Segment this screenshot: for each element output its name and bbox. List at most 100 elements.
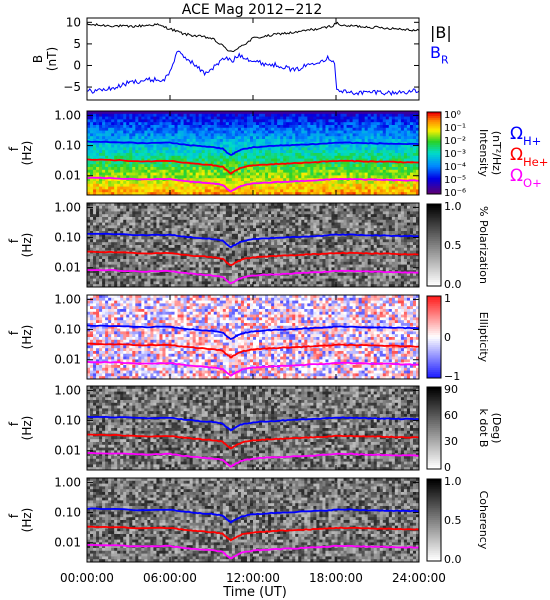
spectrogram-cell [391,155,396,159]
spectrogram-cell [222,161,227,165]
spectrogram-cell [346,181,350,185]
spectrogram-cell [325,192,329,196]
spectrogram-cell [96,116,100,120]
spectrogram-cell [120,119,124,123]
spectrogram-cell [364,119,369,123]
spectrogram-cell [183,186,187,190]
spectrogram-cell [316,211,320,215]
spectrogram-cell [265,133,269,137]
spectrogram-cell [222,186,227,190]
spectrogram-cell [168,242,172,246]
spectrogram-cell [99,172,103,176]
spectrogram-cell [225,203,230,207]
spectrogram-cell [325,219,329,223]
spectrogram-cell [412,158,417,162]
spectrogram-cell [204,239,209,243]
colorbar-segment [427,150,441,154]
spectrogram-cell [219,153,224,157]
spectrogram-cell [373,208,378,212]
spectrogram-cell [171,192,175,196]
spectrogram-cell [165,119,169,123]
spectrogram-cell [102,119,106,123]
spectrogram-cell [289,211,293,215]
spectrogram-cell [126,231,130,235]
spectrogram-cell [237,231,242,235]
spectrogram-cell [409,164,414,168]
spectrogram-cell [246,167,251,171]
spectrogram-cell [249,139,254,143]
spectrogram-cell [177,186,181,190]
spectrogram-cell [123,122,127,126]
spectrogram-cell [189,189,194,193]
spectrogram-cell [99,228,103,232]
spectrogram-cell [141,133,145,137]
spectrogram-cell [379,147,384,151]
spectrogram-cell [298,136,302,140]
spectrogram-cell [147,139,151,143]
spectrogram-cell [367,189,372,193]
spectrogram-cell [328,167,332,171]
spectrogram-cell [358,219,363,223]
spectrogram-cell [156,181,160,185]
spectrogram-cell [102,217,106,221]
spectrogram-cell [87,233,91,237]
spectrogram-cell [135,228,139,232]
spectrogram-cell [117,233,121,237]
spectrogram-cell [373,189,378,193]
spectrogram-cell [262,161,266,165]
spectrogram-cell [388,217,393,221]
spectrogram-cell [406,147,411,151]
spectrogram-cell [397,219,402,223]
spectrogram-cell [195,192,200,196]
spectrogram-cell [96,133,100,137]
spectrogram-cell [367,164,372,168]
spectrogram-cell [96,167,100,171]
spectrogram-cell [340,239,344,243]
spectrogram-cell [228,144,233,148]
spectrogram-cell [301,231,305,235]
spectrogram-cell [379,205,384,209]
spectrogram-cell [162,133,166,137]
spectrogram-cell [210,231,215,235]
spectrogram-cell [310,231,314,235]
spectrogram-cell [376,164,381,168]
spectrogram-cell [123,242,127,246]
gyrofrequency-line [86,140,420,156]
spectrogram-cell [349,186,353,190]
spectrogram-cell [265,127,269,131]
spectrogram-cell [129,153,133,157]
spectrogram-cell [397,113,402,117]
spectrogram-cell [352,133,357,137]
spectrogram-cell [210,236,215,240]
spectrogram-cell [406,219,411,223]
spectrogram-cell [126,136,130,140]
spectrogram-cell [108,139,112,143]
spectrogram-cell [114,225,118,229]
spectrogram-cell [286,158,290,162]
spectrogram-cell [87,219,91,223]
spectrogram-cell [192,150,197,154]
spectrogram-cell [135,203,139,207]
spectrogram-cell [174,242,178,246]
spectrogram-cell [349,147,353,151]
spectrogram-cell [295,181,299,185]
spectrogram-cell [310,214,314,218]
spectrogram-cell [370,183,375,187]
spectrogram-cell [186,205,191,209]
spectrogram-cell [240,172,245,176]
spectrogram-cell [225,158,230,162]
spectrogram-cell [156,150,160,154]
spectrogram-cell [412,136,417,140]
spectrogram-cell [346,141,350,145]
spectrogram-cell [240,219,245,223]
spectrogram-cell [343,222,347,226]
spectrogram-cell [192,239,197,243]
spectrogram-cell [210,186,215,190]
spectrogram-cell [289,214,293,218]
spectrogram-cell [283,130,287,134]
spectrogram-cell [234,155,239,159]
spectrogram-cell [141,158,145,162]
spectrogram-cell [183,136,187,140]
spectrogram-cell [268,186,272,190]
spectrogram-cell [162,214,166,218]
